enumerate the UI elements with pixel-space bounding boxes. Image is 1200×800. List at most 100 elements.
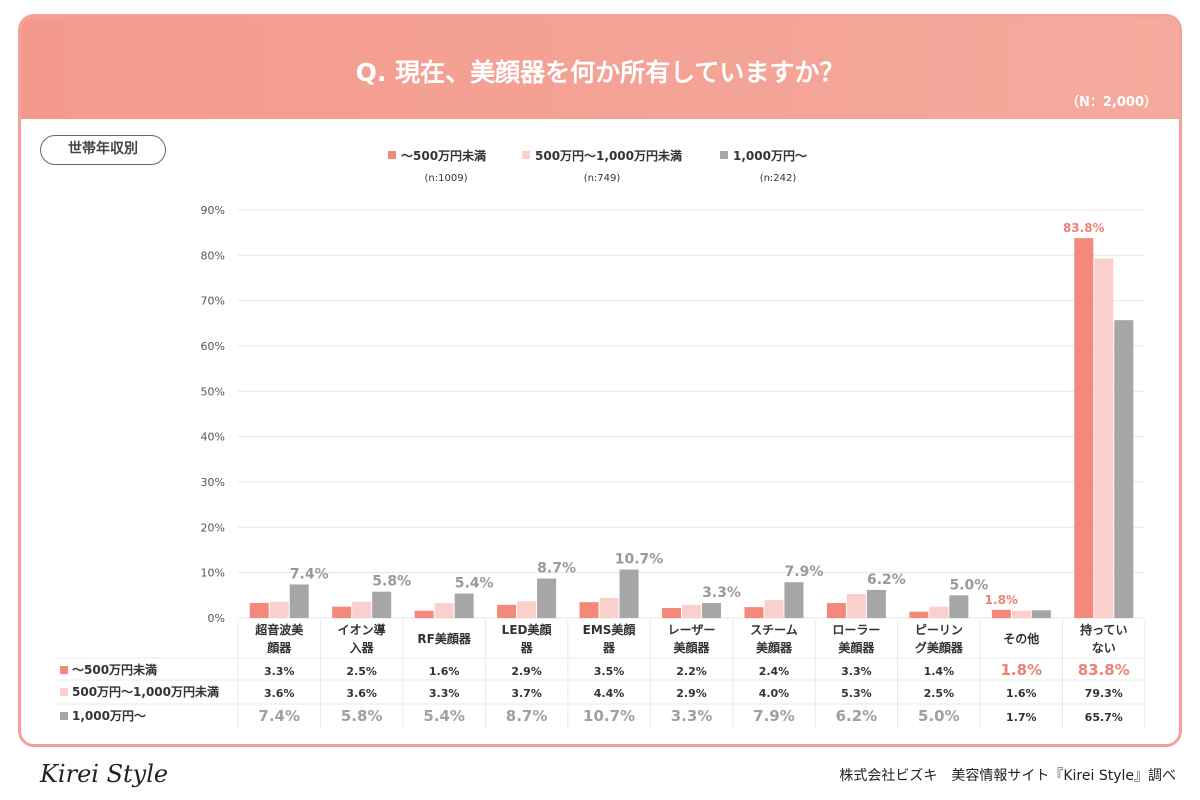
bar bbox=[497, 604, 517, 618]
table-cell: 3.3% bbox=[429, 687, 460, 700]
table-cell: 65.7% bbox=[1085, 711, 1123, 724]
table-cell: 5.3% bbox=[841, 687, 872, 700]
bar bbox=[619, 569, 639, 618]
category-label: 入器 bbox=[350, 641, 375, 655]
y-tick-label: 90% bbox=[201, 204, 225, 217]
category-label: ピーリン bbox=[915, 623, 963, 637]
table-cell: 2.5% bbox=[346, 665, 377, 678]
table-cell: 2.9% bbox=[676, 687, 707, 700]
category-label: EMS美顔 bbox=[583, 622, 637, 637]
category-label: イオン導 bbox=[338, 622, 386, 637]
table-legend-swatch bbox=[60, 712, 68, 720]
category-label: グ美顔器 bbox=[915, 640, 964, 655]
y-tick-label: 50% bbox=[201, 385, 225, 398]
y-tick-label: 40% bbox=[201, 431, 225, 444]
bar bbox=[599, 598, 619, 618]
bar bbox=[414, 610, 434, 618]
category-label: ない bbox=[1092, 641, 1116, 655]
table-cell: 5.8% bbox=[341, 707, 383, 725]
data-label: 83.8% bbox=[1063, 221, 1105, 235]
table-cell: 3.7% bbox=[511, 687, 542, 700]
table-cell: 3.3% bbox=[264, 665, 295, 678]
chart-title: Q. 現在、美顔器を何か所有していますか？ bbox=[355, 58, 845, 87]
data-label: 1.8% bbox=[985, 593, 1018, 607]
legend-n: (n:242) bbox=[760, 173, 797, 184]
bar bbox=[517, 601, 537, 618]
legend-n: (n:749) bbox=[584, 173, 621, 184]
y-tick-label: 80% bbox=[201, 249, 225, 262]
header-band: Q. 現在、美顔器を何か所有していますか？ （N：2,000） bbox=[21, 17, 1179, 119]
bar bbox=[866, 589, 886, 618]
bar bbox=[702, 603, 721, 618]
bar bbox=[249, 603, 269, 618]
bar bbox=[372, 591, 392, 618]
category-label: その他 bbox=[1003, 631, 1039, 646]
bar bbox=[744, 607, 764, 618]
y-tick-label: 60% bbox=[201, 340, 225, 353]
table-cell: 3.5% bbox=[594, 665, 625, 678]
bar bbox=[991, 609, 1011, 618]
legend-n: (n:1009) bbox=[425, 173, 468, 184]
kirei-style-logo: Kirei Style bbox=[40, 760, 169, 788]
data-label: 7.9% bbox=[785, 564, 824, 580]
table-cell: 7.4% bbox=[258, 707, 300, 725]
bar bbox=[454, 593, 474, 618]
category-label: 美顔器 bbox=[838, 640, 875, 655]
table-cell: 8.7% bbox=[506, 707, 548, 725]
bar bbox=[537, 578, 557, 618]
source-note: 株式会社ビズキ 美容情報サイト『Kirei Style』調べ bbox=[839, 768, 1176, 784]
bar bbox=[826, 603, 846, 618]
table-cell: 10.7% bbox=[583, 707, 635, 725]
table-cell: 4.0% bbox=[759, 687, 790, 700]
table-cell: 83.8% bbox=[1078, 661, 1130, 679]
bar bbox=[289, 584, 309, 618]
legend-swatch bbox=[522, 151, 530, 159]
data-label: 10.7% bbox=[615, 551, 664, 567]
table-cell: 5.4% bbox=[423, 707, 465, 725]
bar bbox=[1011, 610, 1031, 618]
bar bbox=[764, 599, 784, 618]
data-label: 5.4% bbox=[455, 576, 494, 592]
y-tick-label: 10% bbox=[201, 567, 225, 580]
legend-swatch bbox=[388, 151, 396, 159]
table-legend-swatch bbox=[60, 688, 68, 696]
category-label: LED美顔 bbox=[502, 622, 553, 637]
category-label: 美顔器 bbox=[673, 640, 710, 655]
data-label: 5.0% bbox=[949, 577, 988, 593]
bar bbox=[1094, 258, 1114, 618]
data-label: 5.8% bbox=[372, 574, 411, 590]
legend-label: 500万円〜1,000万円未満 bbox=[535, 148, 682, 163]
legend-swatch bbox=[720, 151, 728, 159]
table-cell: 2.5% bbox=[924, 687, 955, 700]
legend-label: 1,000万円〜 bbox=[733, 149, 807, 163]
bar bbox=[332, 606, 352, 618]
bar bbox=[352, 601, 372, 618]
table-cell: 3.3% bbox=[841, 665, 872, 678]
bar bbox=[909, 611, 929, 618]
segment-tag: 世帯年収別 bbox=[40, 135, 166, 165]
y-tick-label: 70% bbox=[201, 295, 225, 308]
y-tick-label: 20% bbox=[201, 521, 225, 534]
category-label: 顔器 bbox=[266, 640, 292, 655]
table-cell: 1.6% bbox=[1006, 687, 1037, 700]
category-label: 持ってい bbox=[1080, 622, 1127, 637]
data-label: 3.3% bbox=[702, 585, 741, 601]
data-label: 7.4% bbox=[290, 566, 329, 582]
table-cell: 1.7% bbox=[1006, 711, 1037, 724]
category-label: ローラー bbox=[832, 623, 880, 637]
bar bbox=[662, 608, 681, 618]
table-cell: 6.2% bbox=[836, 707, 878, 725]
legend-label: 〜500万円未満 bbox=[401, 148, 486, 163]
category-label: スチーム bbox=[750, 623, 798, 637]
data-label: 8.7% bbox=[537, 561, 576, 577]
bar bbox=[929, 606, 949, 618]
category-label: RF美顔器 bbox=[417, 631, 471, 646]
table-row-label: 〜500万円未満 bbox=[72, 662, 157, 677]
table-cell: 79.3% bbox=[1085, 687, 1123, 700]
table-cell: 5.0% bbox=[918, 707, 960, 725]
table-cell: 1.4% bbox=[924, 665, 955, 678]
bar bbox=[682, 604, 701, 618]
y-tick-label: 30% bbox=[201, 476, 225, 489]
table-cell: 1.6% bbox=[429, 665, 460, 678]
